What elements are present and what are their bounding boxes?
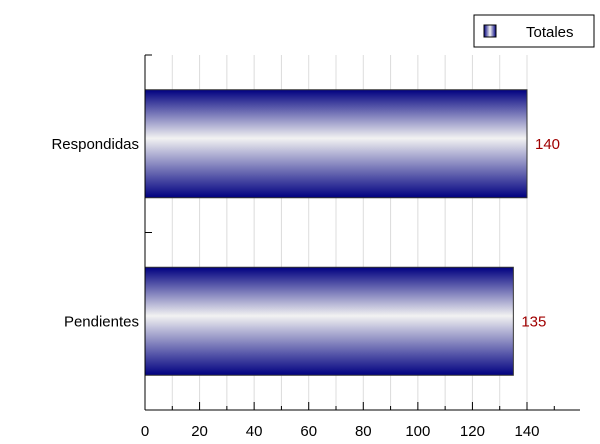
x-tick-label: 0 [141,423,149,440]
bars [144,89,528,376]
labels: Respondidas 140 Pendientes 135 0 20 40 60 80 100 1… [51,136,560,440]
x-tick-label: 40 [246,423,263,440]
category-label: Respondidas [51,136,139,153]
bar-pendientes [144,266,514,376]
x-tick-label: 100 [405,423,430,440]
legend: Totales [473,14,595,48]
data-label: 135 [521,313,546,330]
axes [144,54,580,411]
category-label: Pendientes [64,313,139,330]
x-tick-label: 80 [355,423,372,440]
legend-entry-totales: Totales [526,24,574,41]
x-tick-label: 60 [300,423,317,440]
data-label: 140 [535,136,560,153]
legend-swatch-icon [483,24,497,38]
x-tick-label: 120 [460,423,485,440]
x-tick-label: 140 [514,423,539,440]
bar-respondidas [144,89,528,199]
x-tick-label: 20 [191,423,208,440]
